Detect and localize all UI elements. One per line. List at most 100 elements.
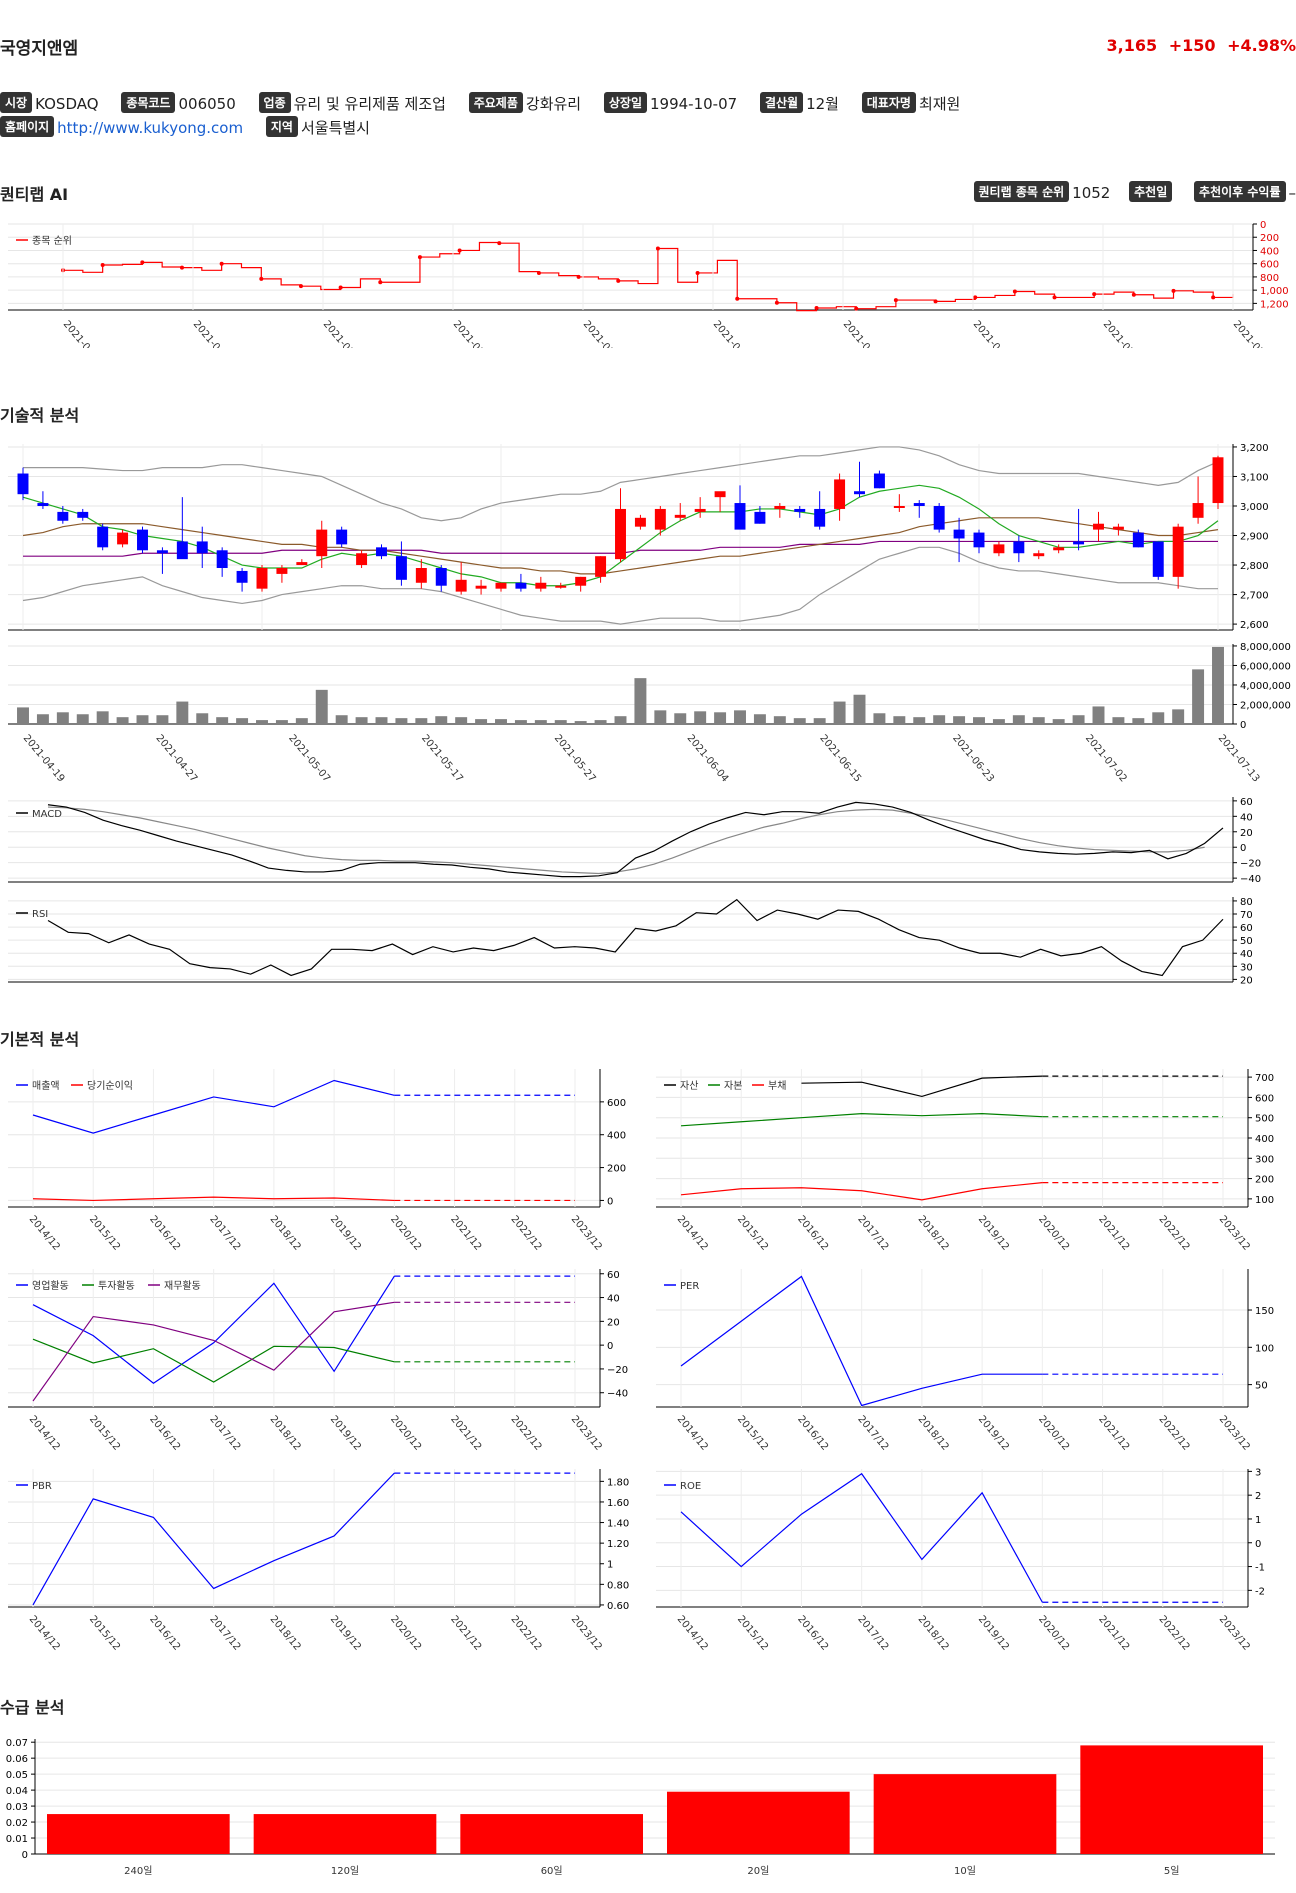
y-tick-label: 40 bbox=[1240, 812, 1253, 823]
candle-body bbox=[1053, 547, 1065, 551]
candle-body bbox=[37, 503, 49, 506]
y-tick-label: 70 bbox=[1240, 910, 1253, 921]
volume-bar bbox=[654, 710, 667, 724]
y-tick-label: 700 bbox=[1255, 1073, 1274, 1084]
rank-point bbox=[100, 263, 105, 268]
plot-area: -2 -1 0 1 2 3 bbox=[656, 1467, 1265, 1608]
candle-body bbox=[1013, 541, 1025, 554]
volume-bar bbox=[455, 717, 468, 724]
volume-bar bbox=[793, 718, 806, 724]
rec-date-label: 추천일 bbox=[1129, 181, 1173, 202]
x-tick-label: 2017/12 bbox=[855, 1414, 890, 1453]
pbr-chart: 0.60 0.80 1 1.20 1.40 1.60 1.80 2014/12 2015/12 2… bbox=[8, 1469, 629, 1653]
y-tick-label: 50 bbox=[1240, 936, 1253, 947]
income-chart: 0 200 400 600 2014/12 2015/12 2016/12 2017/12 20… bbox=[8, 1069, 626, 1253]
x-tick-label: 2023/12 bbox=[569, 1614, 604, 1653]
candle-body bbox=[1112, 526, 1124, 530]
quant-summary: 퀀티랩 종목 순위 1052 추천일 추천이후 수익률 – bbox=[960, 181, 1296, 202]
y-tick-label: 6,000,000 bbox=[1240, 661, 1291, 672]
rank-point bbox=[298, 284, 303, 289]
region-label: 지역 bbox=[265, 116, 298, 137]
series-line bbox=[32, 1301, 395, 1402]
x-tick-label: 2021-05-17 bbox=[419, 733, 465, 785]
candle-body bbox=[595, 556, 607, 577]
y-tick-label: 400 bbox=[1260, 246, 1279, 257]
x-tick-label: 2018/12 bbox=[268, 1614, 303, 1653]
rank-line bbox=[63, 241, 1234, 312]
candle-body bbox=[1073, 541, 1085, 545]
x-tick-label: 2022/12 bbox=[1156, 1414, 1191, 1453]
x-tick-label: 2019/12 bbox=[976, 1214, 1011, 1253]
x-tick-label: 2021-06-23 bbox=[950, 733, 996, 785]
plot-area: 0.60 0.80 1 1.20 1.40 1.60 1.80 bbox=[8, 1469, 629, 1612]
x-tick-label: 10일 bbox=[954, 1865, 976, 1877]
y-tick-label: −40 bbox=[1240, 874, 1261, 885]
x-tick-label: 2019/12 bbox=[976, 1614, 1011, 1653]
rank-point bbox=[1131, 292, 1136, 297]
company-name: 국영지앤엠 bbox=[0, 39, 79, 59]
x-tick-label: 60일 bbox=[541, 1865, 563, 1877]
plot-area: 2,600 2,700 2,800 2,900 3,000 3,100 3,200 bbox=[8, 443, 1269, 631]
x-tick-label: 2019/12 bbox=[328, 1214, 363, 1253]
price-box: 3,165 +150 +4.98% bbox=[1101, 36, 1296, 55]
volume-bar bbox=[216, 717, 229, 724]
volume-bar bbox=[813, 718, 826, 724]
homepage-link[interactable]: http://www.kukyong.com bbox=[57, 119, 244, 137]
x-tick-label: 2014/12 bbox=[675, 1414, 710, 1453]
x-tick-label: 2021-07-02 bbox=[1083, 733, 1129, 785]
volume-bar bbox=[973, 717, 985, 724]
supply-bar bbox=[1080, 1745, 1263, 1854]
rank-point bbox=[219, 261, 224, 266]
volume-bar bbox=[355, 717, 368, 724]
x-tick-label: 2018/12 bbox=[916, 1214, 951, 1253]
x-tick-label: 240일 bbox=[124, 1865, 152, 1877]
plot-area: 0 2,000,000 4,000,000 6,000,000 8,000,000 bbox=[8, 642, 1291, 731]
rank-value: 1052 bbox=[1072, 184, 1111, 202]
y-tick-label: 0 bbox=[22, 1850, 28, 1861]
rank-point bbox=[1171, 288, 1176, 293]
candle-body bbox=[515, 582, 527, 589]
y-tick-label: 0.80 bbox=[607, 1580, 629, 1591]
rank-point bbox=[893, 298, 898, 303]
candle-body bbox=[17, 473, 29, 495]
rank-point bbox=[655, 246, 660, 251]
volume-bar bbox=[17, 707, 29, 724]
x-tick-label: 2019/12 bbox=[976, 1414, 1011, 1453]
plot-area: 0 200 400 600 800 1,000 1,200 bbox=[8, 220, 1289, 311]
candle-body bbox=[1132, 532, 1144, 548]
x-tick-label: 2018/12 bbox=[268, 1414, 303, 1453]
x-tick-label: 2023/12 bbox=[1217, 1414, 1252, 1453]
y-tick-label: 2 bbox=[1255, 1491, 1261, 1502]
y-tick-label: -1 bbox=[1255, 1563, 1265, 1574]
volume-bar bbox=[594, 720, 607, 724]
candle-body bbox=[336, 529, 348, 545]
candle-body bbox=[575, 576, 587, 586]
x-tick-label: 2018/12 bbox=[916, 1614, 951, 1653]
x-tick-label: 2014/12 bbox=[675, 1214, 710, 1253]
volume-bar bbox=[136, 715, 149, 724]
plot-area: −40 −20 0 20 40 60 bbox=[8, 797, 1261, 885]
product-value: 강화유리 bbox=[525, 95, 582, 113]
candle-body bbox=[1033, 553, 1045, 557]
candle-body bbox=[455, 579, 467, 592]
x-tick-label: 2019/12 bbox=[328, 1414, 363, 1453]
x-tick-label: 2020/12 bbox=[388, 1614, 423, 1653]
candle-body bbox=[754, 511, 766, 524]
plot-background bbox=[8, 897, 1233, 982]
y-tick-label: 100 bbox=[1255, 1195, 1274, 1206]
x-tick-label: 2016/12 bbox=[795, 1214, 830, 1253]
x-tick-label: 2021-04-19 bbox=[61, 319, 107, 348]
rank-point bbox=[457, 248, 462, 253]
volume-bar bbox=[475, 719, 488, 724]
macd-line bbox=[47, 801, 1224, 878]
ceo-label: 대표자명 bbox=[861, 92, 916, 113]
candle-body bbox=[1212, 457, 1224, 504]
candle-body bbox=[555, 585, 567, 588]
x-tick-label: 2017/12 bbox=[855, 1614, 890, 1653]
x-tick-label: 2021-06-23 bbox=[971, 319, 1017, 348]
x-tick-label: 2014/12 bbox=[27, 1214, 62, 1253]
candle-body bbox=[475, 585, 487, 589]
candle-body bbox=[933, 506, 945, 530]
rank-point bbox=[576, 274, 581, 279]
candle-body bbox=[1093, 523, 1104, 530]
